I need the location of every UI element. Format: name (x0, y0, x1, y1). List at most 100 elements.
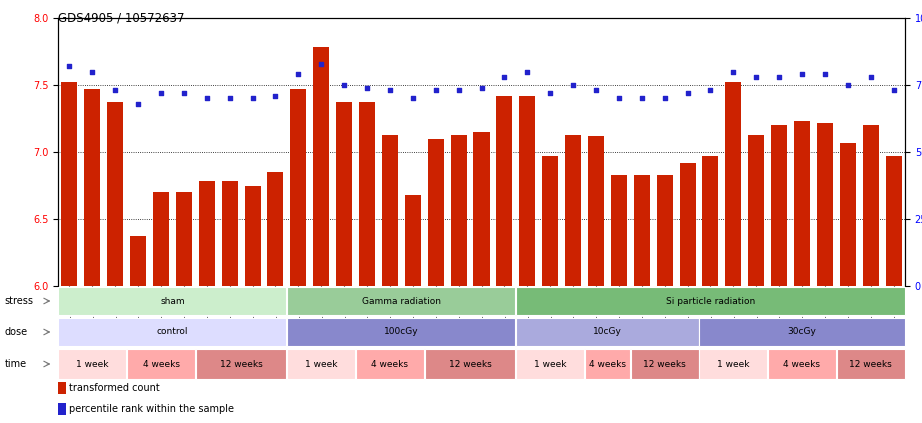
Bar (519, 96, 536, 286)
Bar (726, 82, 741, 286)
Text: 1 week: 1 week (717, 360, 750, 368)
Point (566, 82, 581, 88)
Bar (840, 143, 856, 286)
Bar (288, 349, 355, 379)
Bar (130, 236, 146, 286)
Text: Si particle radiation: Si particle radiation (666, 297, 755, 305)
Bar (700, 349, 767, 379)
Bar (58, 318, 287, 346)
Bar (244, 186, 261, 286)
Point (863, 74, 878, 80)
Bar (771, 125, 787, 286)
Bar (153, 192, 169, 286)
Point (703, 87, 718, 94)
Point (199, 95, 214, 102)
Point (176, 90, 191, 96)
Bar (290, 89, 306, 286)
Point (657, 95, 672, 102)
Bar (748, 135, 764, 286)
Bar (611, 175, 627, 286)
Bar (107, 102, 124, 286)
Point (749, 74, 763, 80)
Point (497, 74, 512, 80)
Point (291, 71, 306, 78)
Bar (542, 156, 558, 286)
Bar (496, 96, 513, 286)
Point (85, 68, 100, 75)
Text: dose: dose (5, 327, 28, 337)
Bar (127, 349, 195, 379)
Bar (199, 181, 215, 286)
Point (886, 87, 901, 94)
Point (131, 100, 146, 107)
Bar (516, 349, 584, 379)
Text: 12 weeks: 12 weeks (644, 360, 686, 368)
Point (245, 95, 260, 102)
Point (62, 63, 77, 70)
Text: 4 weeks: 4 weeks (143, 360, 180, 368)
Bar (425, 349, 515, 379)
Bar (84, 89, 100, 286)
Bar (516, 318, 699, 346)
Bar (288, 287, 515, 315)
Bar (656, 175, 673, 286)
Bar (221, 181, 238, 286)
Bar (428, 139, 443, 286)
Point (818, 71, 833, 78)
Bar (405, 195, 420, 286)
Bar (633, 175, 650, 286)
Text: 1 week: 1 week (534, 360, 566, 368)
Bar (58, 349, 126, 379)
Point (313, 60, 328, 67)
Point (154, 90, 169, 96)
Bar (631, 349, 699, 379)
Text: percentile rank within the sample: percentile rank within the sample (68, 404, 233, 414)
Point (726, 68, 740, 75)
Point (429, 87, 443, 94)
Bar (837, 349, 904, 379)
Bar (700, 318, 904, 346)
Bar (794, 121, 810, 286)
Bar (176, 192, 192, 286)
Text: 1 week: 1 week (305, 360, 337, 368)
Bar (703, 156, 718, 286)
Point (634, 95, 649, 102)
Bar (768, 349, 836, 379)
Bar (337, 102, 352, 286)
Point (222, 95, 237, 102)
Bar (565, 135, 581, 286)
Bar (356, 349, 424, 379)
Text: 1 week: 1 week (77, 360, 109, 368)
Text: transformed count: transformed count (68, 383, 160, 393)
Text: 4 weeks: 4 weeks (589, 360, 626, 368)
Point (451, 87, 466, 94)
Text: 12 weeks: 12 weeks (219, 360, 263, 368)
Point (406, 95, 420, 102)
Text: 100cGy: 100cGy (384, 327, 419, 337)
Text: stress: stress (5, 296, 33, 306)
Point (611, 95, 626, 102)
Bar (863, 125, 879, 286)
Text: sham: sham (160, 297, 184, 305)
Point (474, 84, 489, 91)
Bar (382, 135, 398, 286)
Point (840, 82, 855, 88)
Text: 4 weeks: 4 weeks (372, 360, 408, 368)
Point (108, 87, 123, 94)
Bar (680, 163, 695, 286)
Text: 4 weeks: 4 weeks (784, 360, 821, 368)
Point (680, 90, 695, 96)
Text: control: control (157, 327, 188, 337)
Point (383, 87, 397, 94)
Bar (451, 135, 467, 286)
Point (520, 68, 535, 75)
Bar (474, 132, 490, 286)
Text: time: time (5, 359, 27, 369)
Point (588, 87, 603, 94)
Point (360, 84, 374, 91)
Text: GDS4905 / 10572637: GDS4905 / 10572637 (58, 12, 184, 25)
Point (795, 71, 810, 78)
Point (543, 90, 558, 96)
Point (268, 92, 283, 99)
Bar (62, 82, 77, 286)
